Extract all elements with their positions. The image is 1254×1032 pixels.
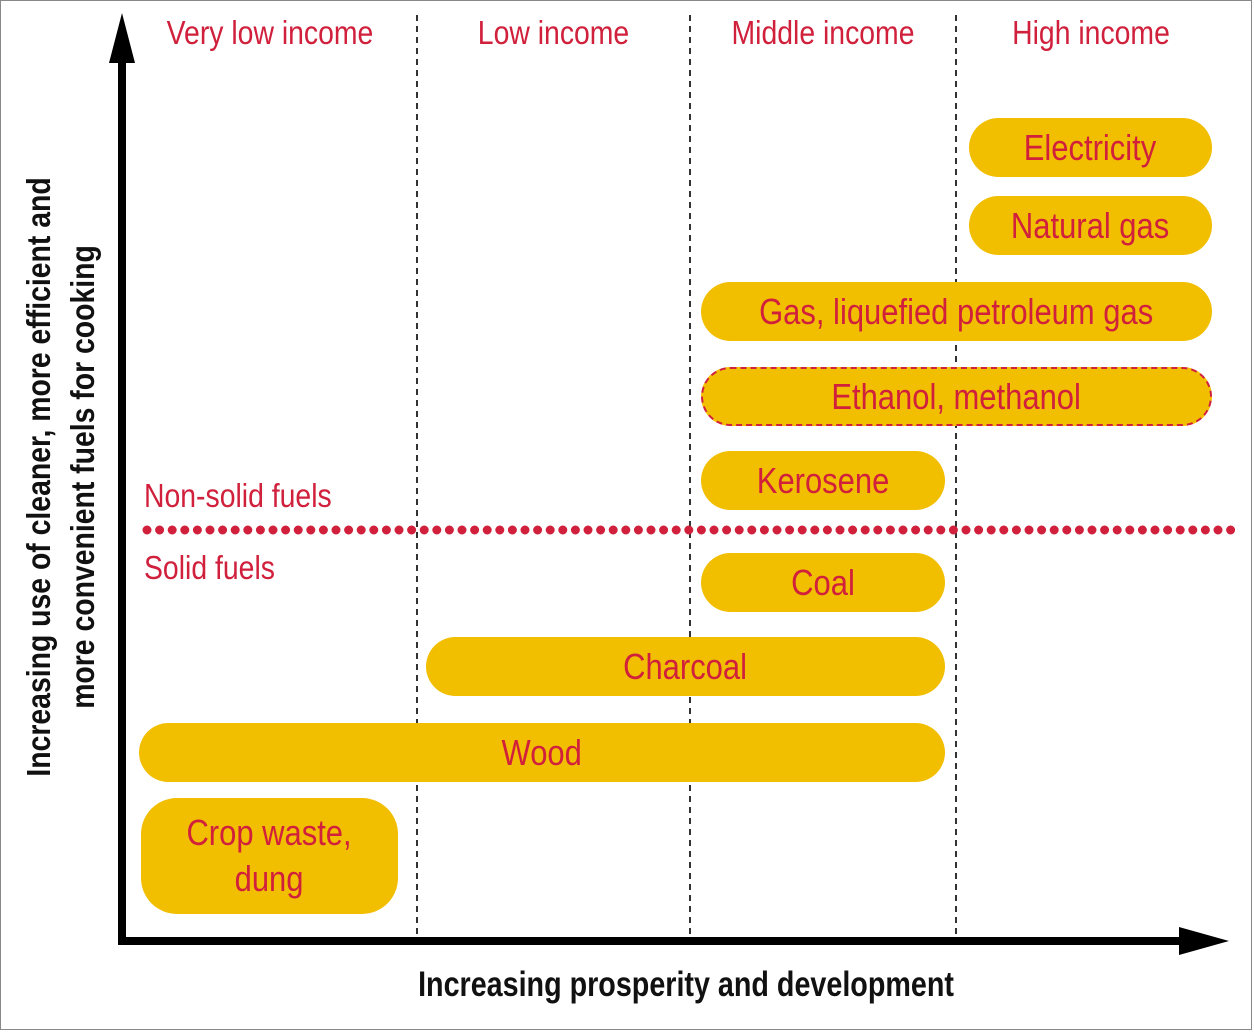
fuel-natural-gas: Natural gas [969, 196, 1212, 255]
fuel-ethanol-methanol-label: Ethanol, methanol [831, 375, 1082, 417]
fuel-lpg: Gas, liquefied petroleum gas [701, 282, 1212, 341]
fuel-wood-label: Wood [501, 731, 583, 773]
fuel-charcoal: Charcoal [426, 637, 945, 696]
column-title-very-low-income: Very low income [166, 14, 374, 51]
fuel-natural-gas-label: Natural gas [1011, 204, 1170, 246]
fuel-crop-waste-dung-line-1: Crop waste, [186, 812, 353, 853]
fuel-ethanol-methanol: Ethanol, methanol [701, 367, 1212, 426]
zone-label-solid-fuels: Solid fuels [144, 549, 275, 586]
fuel-wood: Wood [139, 723, 945, 782]
fuel-crop-waste-dung-line-2: dung [235, 858, 304, 899]
y-axis-label-line-2: more convenient fuels for cooking [64, 245, 101, 709]
fuel-electricity-label: Electricity [1024, 126, 1157, 168]
column-title-middle-income: Middle income [731, 14, 915, 51]
x-axis-label: Increasing prosperity and development [418, 965, 954, 1004]
column-title-low-income: Low income [477, 14, 630, 51]
fuel-electricity: Electricity [969, 118, 1212, 177]
fuel-kerosene-label: Kerosene [756, 459, 890, 501]
x-axis-arrowhead [1179, 927, 1229, 955]
y-axis-label-line-1: Increasing use of cleaner, more efficien… [20, 177, 57, 777]
fuel-charcoal-label: Charcoal [623, 645, 748, 687]
y-axis-label: Increasing use of cleaner, more efficien… [17, 150, 105, 804]
column-title-high-income: High income [1012, 14, 1170, 51]
zone-label-non-solid-fuels: Non-solid fuels [144, 477, 332, 514]
fuel-coal-label: Coal [791, 561, 855, 603]
fuel-crop-waste-dung: Crop waste, dung [141, 798, 398, 914]
fuel-kerosene: Kerosene [701, 451, 945, 510]
fuel-coal: Coal [701, 553, 945, 612]
y-axis-arrowhead [109, 13, 135, 63]
fuel-lpg-label: Gas, liquefied petroleum gas [759, 290, 1154, 332]
